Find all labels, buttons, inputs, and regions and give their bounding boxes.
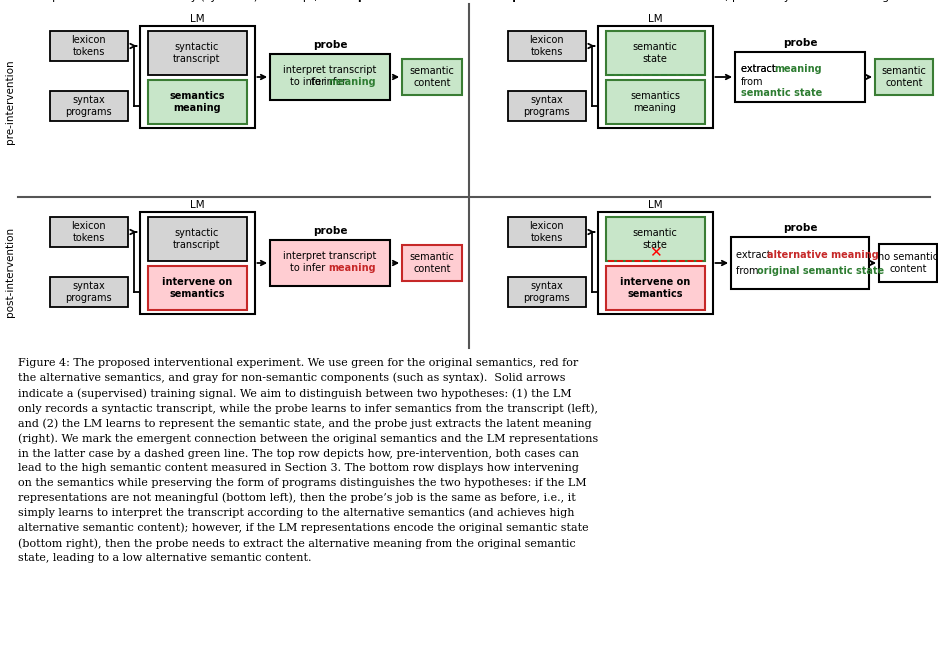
Text: interpret transcript: interpret transcript <box>283 65 377 75</box>
Bar <box>50 277 128 307</box>
Bar <box>507 217 585 247</box>
Text: probe: probe <box>312 40 347 50</box>
Text: syntactic
transcript: syntactic transcript <box>174 228 220 250</box>
Bar <box>598 26 713 128</box>
Text: extract: extract <box>741 64 779 74</box>
Text: meaning: meaning <box>328 263 375 273</box>
Bar <box>147 31 247 75</box>
Text: to infer: to infer <box>290 77 328 87</box>
Text: semantic
state: semantic state <box>632 42 677 64</box>
Text: probe: probe <box>782 223 817 233</box>
Text: syntactic
transcript: syntactic transcript <box>174 42 220 64</box>
Text: semantic
state: semantic state <box>632 228 677 250</box>
Text: intervene on
semantics: intervene on semantics <box>162 277 232 299</box>
Text: interpret transcript: interpret transcript <box>283 251 377 261</box>
Bar <box>402 59 462 95</box>
Bar <box>50 217 128 247</box>
Text: meaning: meaning <box>328 77 375 87</box>
Text: extract: extract <box>741 64 779 74</box>
Text: semantics
meaning: semantics meaning <box>169 91 225 113</box>
Text: no semantic
content: no semantic content <box>878 252 938 274</box>
Bar <box>606 217 704 261</box>
Text: probe: probe <box>782 38 817 48</box>
Bar <box>50 31 128 61</box>
Text: semantic state: semantic state <box>741 88 823 98</box>
Text: from: from <box>741 77 764 87</box>
Bar <box>507 277 585 307</box>
Bar <box>140 26 254 128</box>
Bar <box>507 91 585 121</box>
Bar <box>879 244 937 282</box>
Text: LM representations contain only (syntactic) transcript,: LM representations contain only (syntact… <box>22 0 321 2</box>
Text: lexicon
tokens: lexicon tokens <box>529 35 564 57</box>
Text: probe learns semantics: probe learns semantics <box>358 0 501 2</box>
Text: lexicon
tokens: lexicon tokens <box>71 35 106 57</box>
Text: extract: extract <box>736 250 774 260</box>
Text: post-intervention: post-intervention <box>5 226 15 317</box>
Text: lexicon
tokens: lexicon tokens <box>529 221 564 243</box>
Text: syntax
programs: syntax programs <box>65 95 112 117</box>
Bar <box>270 54 390 100</box>
Text: semantic
content: semantic content <box>882 66 927 88</box>
Text: semantic
content: semantic content <box>410 252 454 274</box>
Bar <box>147 217 247 261</box>
Text: LM: LM <box>189 14 204 24</box>
Text: to infer: to infer <box>290 263 328 273</box>
Bar <box>50 91 128 121</box>
Text: original semantic state: original semantic state <box>757 266 885 276</box>
Text: lexicon
tokens: lexicon tokens <box>71 221 106 243</box>
Bar <box>147 80 247 124</box>
Text: semantic
content: semantic content <box>410 66 454 88</box>
Text: alternative meaning: alternative meaning <box>767 250 879 260</box>
Text: syntax
programs: syntax programs <box>65 281 112 303</box>
Bar <box>606 31 704 75</box>
Text: LM: LM <box>189 200 204 210</box>
Text: semantics
meaning: semantics meaning <box>630 91 680 113</box>
Text: syntax
programs: syntax programs <box>523 281 569 303</box>
Text: syntax
programs: syntax programs <box>523 95 569 117</box>
Text: pre-intervention: pre-intervention <box>5 59 15 144</box>
Text: LM representations contain semantic state: LM representations contain semantic stat… <box>478 0 741 2</box>
Bar <box>606 266 704 310</box>
Text: ✕: ✕ <box>648 245 661 260</box>
Bar <box>147 266 247 310</box>
Text: meaning: meaning <box>774 64 822 74</box>
Bar <box>598 212 713 314</box>
Text: , probe only extracts meaning: , probe only extracts meaning <box>725 0 889 2</box>
Text: LM: LM <box>647 14 662 24</box>
Bar <box>731 237 869 289</box>
Text: LM: LM <box>647 200 662 210</box>
Bar <box>402 245 462 281</box>
Bar <box>875 59 933 95</box>
Text: probe: probe <box>312 226 347 236</box>
Text: to infer: to infer <box>310 77 349 87</box>
Text: intervene on
semantics: intervene on semantics <box>620 277 690 299</box>
Bar <box>735 52 865 102</box>
Bar <box>270 240 390 286</box>
Bar <box>140 212 254 314</box>
Bar <box>606 80 704 124</box>
Text: Figure 4: The proposed interventional experiment. We use green for the original : Figure 4: The proposed interventional ex… <box>18 358 598 563</box>
Bar <box>507 31 585 61</box>
Text: from: from <box>736 266 762 276</box>
